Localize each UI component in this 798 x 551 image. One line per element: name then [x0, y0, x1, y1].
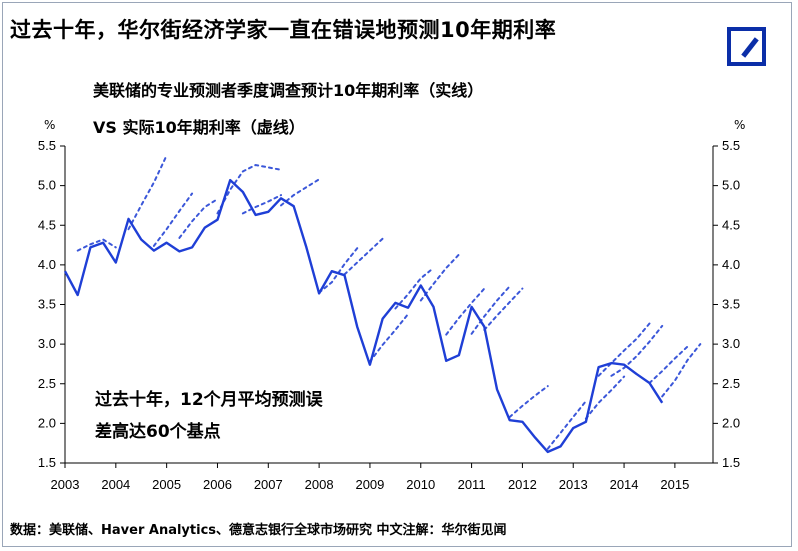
forecast-line	[661, 343, 702, 398]
x-tick-label: 2006	[203, 477, 232, 492]
forecast-line	[216, 163, 282, 215]
forecast-line	[394, 267, 435, 310]
x-tick-label: 2012	[508, 477, 537, 492]
x-tick-label: 2005	[152, 477, 181, 492]
y-tick-label-left: 3.5	[38, 297, 56, 312]
chart-frame	[2, 2, 792, 547]
chart-subtitle-forecast: 美联储的专业预测者季度调查预计10年期利率（实线）	[93, 81, 484, 100]
chart-subtitle-actual: VS 实际10年期利率（虚线）	[93, 118, 305, 137]
x-tick-label: 2010	[406, 477, 435, 492]
forecast-line	[343, 237, 384, 276]
y-axis-unit-right: %	[734, 118, 746, 132]
forecast-line	[127, 154, 168, 231]
forecast-line	[241, 194, 282, 215]
x-tick-label: 2013	[559, 477, 588, 492]
chart-tick-labels: 1.5 1.5 2.0 2.0 2.5 2.5 3.0 3.0 3.5 3.5 4.0 4.0 4.5 4…	[38, 138, 740, 492]
forecast-line	[610, 324, 664, 377]
forecast-line	[546, 400, 587, 450]
forecast-error-annotation: 过去十年，12个月平均预测误 差高达60个基点	[95, 384, 323, 448]
y-tick-label-left: 5.0	[38, 178, 56, 193]
chart-axes	[60, 145, 718, 468]
y-tick-label-right: 3.0	[722, 336, 740, 351]
forecast-line	[648, 345, 689, 384]
y-tick-label-left: 4.5	[38, 217, 56, 232]
y-tick-label-left: 3.0	[38, 336, 56, 351]
data-source-note: 数据：美联储、Haver Analytics、德意志银行全球市场研究 中文注解：…	[10, 523, 507, 538]
x-tick-label: 2003	[51, 477, 80, 492]
x-tick-label: 2008	[305, 477, 334, 492]
y-tick-label-right: 5.0	[722, 178, 740, 193]
y-tick-label-right: 1.5	[722, 455, 740, 470]
y-tick-label-right: 2.5	[722, 376, 740, 391]
x-tick-label: 2004	[101, 477, 130, 492]
y-tick-label-right: 3.5	[722, 297, 740, 312]
forecast-line	[152, 192, 194, 247]
forecast-line	[280, 178, 321, 207]
actual-rate-line	[63, 178, 664, 454]
annotation-line-1: 过去十年，12个月平均预测误	[95, 390, 323, 410]
forecast-line	[76, 238, 117, 252]
x-tick-label: 2009	[355, 477, 384, 492]
forecast-line	[178, 198, 219, 239]
deutsche-bank-logo-icon	[727, 27, 766, 66]
forecast-line	[584, 375, 626, 420]
actual-series	[63, 178, 664, 454]
x-tick-label: 2011	[458, 477, 486, 492]
y-tick-label-left: 5.5	[38, 138, 56, 153]
x-tick-label: 2014	[610, 477, 639, 492]
forecast-line	[470, 285, 511, 335]
forecast-line	[445, 287, 486, 336]
y-tick-label-left: 1.5	[38, 455, 56, 470]
forecast-series	[76, 154, 702, 450]
forecast-line	[419, 253, 460, 302]
y-tick-label-right: 4.5	[722, 217, 740, 232]
forecast-line	[597, 322, 651, 377]
annotation-line-2: 差高达60个基点	[95, 422, 221, 442]
y-tick-label-right: 5.5	[722, 138, 740, 153]
forecast-line	[508, 385, 549, 418]
forecast-line	[318, 247, 359, 294]
forecast-line	[368, 313, 410, 363]
y-tick-label-left: 2.5	[38, 376, 56, 391]
x-tick-label: 2007	[254, 477, 283, 492]
y-axis-unit-left: %	[44, 118, 56, 132]
y-tick-label-left: 4.0	[38, 257, 56, 272]
forecast-line	[483, 287, 524, 331]
chart-title: 过去十年，华尔街经济学家一直在错误地预测10年期利率	[10, 18, 557, 42]
y-tick-label-right: 2.0	[722, 415, 740, 430]
x-tick-label: 2015	[660, 477, 689, 492]
y-tick-label-left: 2.0	[38, 415, 56, 430]
y-tick-label-right: 4.0	[722, 257, 740, 272]
